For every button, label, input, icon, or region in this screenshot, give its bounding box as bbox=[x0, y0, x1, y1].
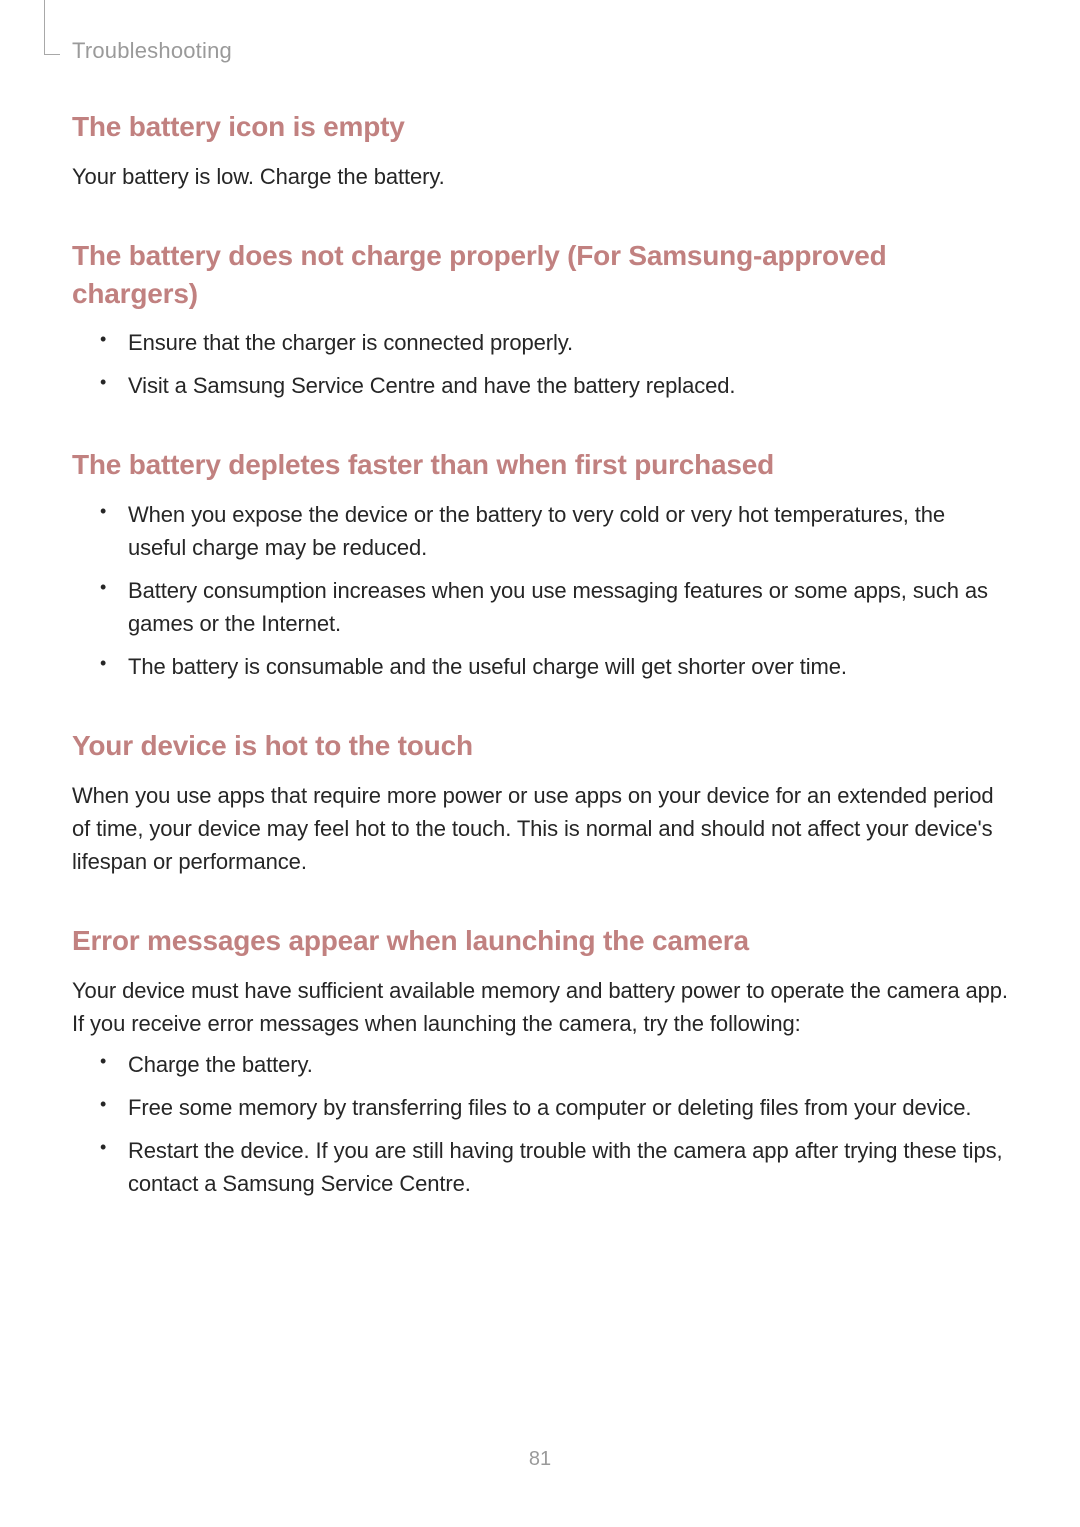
section-heading: The battery depletes faster than when fi… bbox=[72, 446, 1008, 484]
section-battery-icon-empty: The battery icon is empty Your battery i… bbox=[72, 108, 1008, 193]
section-battery-not-charging: The battery does not charge properly (Fo… bbox=[72, 237, 1008, 403]
list-item: The battery is consumable and the useful… bbox=[72, 650, 1008, 683]
list-item: Ensure that the charger is connected pro… bbox=[72, 326, 1008, 359]
section-device-hot: Your device is hot to the touch When you… bbox=[72, 727, 1008, 878]
bullet-list: When you expose the device or the batter… bbox=[72, 498, 1008, 683]
header-section-title: Troubleshooting bbox=[72, 38, 232, 64]
list-item: Charge the battery. bbox=[72, 1048, 1008, 1081]
section-heading: Your device is hot to the touch bbox=[72, 727, 1008, 765]
section-body: When you use apps that require more powe… bbox=[72, 779, 1008, 878]
document-content: The battery icon is empty Your battery i… bbox=[72, 108, 1008, 1244]
list-item: Battery consumption increases when you u… bbox=[72, 574, 1008, 640]
bullet-list: Ensure that the charger is connected pro… bbox=[72, 326, 1008, 402]
section-camera-errors: Error messages appear when launching the… bbox=[72, 922, 1008, 1200]
list-item: When you expose the device or the batter… bbox=[72, 498, 1008, 564]
list-item: Restart the device. If you are still hav… bbox=[72, 1134, 1008, 1200]
section-body: Your battery is low. Charge the battery. bbox=[72, 160, 1008, 193]
section-heading: The battery icon is empty bbox=[72, 108, 1008, 146]
section-battery-depletes-faster: The battery depletes faster than when fi… bbox=[72, 446, 1008, 683]
corner-mark bbox=[44, 0, 60, 55]
page-number: 81 bbox=[0, 1448, 1080, 1471]
bullet-list: Charge the battery. Free some memory by … bbox=[72, 1048, 1008, 1200]
section-heading: The battery does not charge properly (Fo… bbox=[72, 237, 1008, 313]
list-item: Visit a Samsung Service Centre and have … bbox=[72, 369, 1008, 402]
section-body: Your device must have sufficient availab… bbox=[72, 974, 1008, 1040]
list-item: Free some memory by transferring files t… bbox=[72, 1091, 1008, 1124]
section-heading: Error messages appear when launching the… bbox=[72, 922, 1008, 960]
